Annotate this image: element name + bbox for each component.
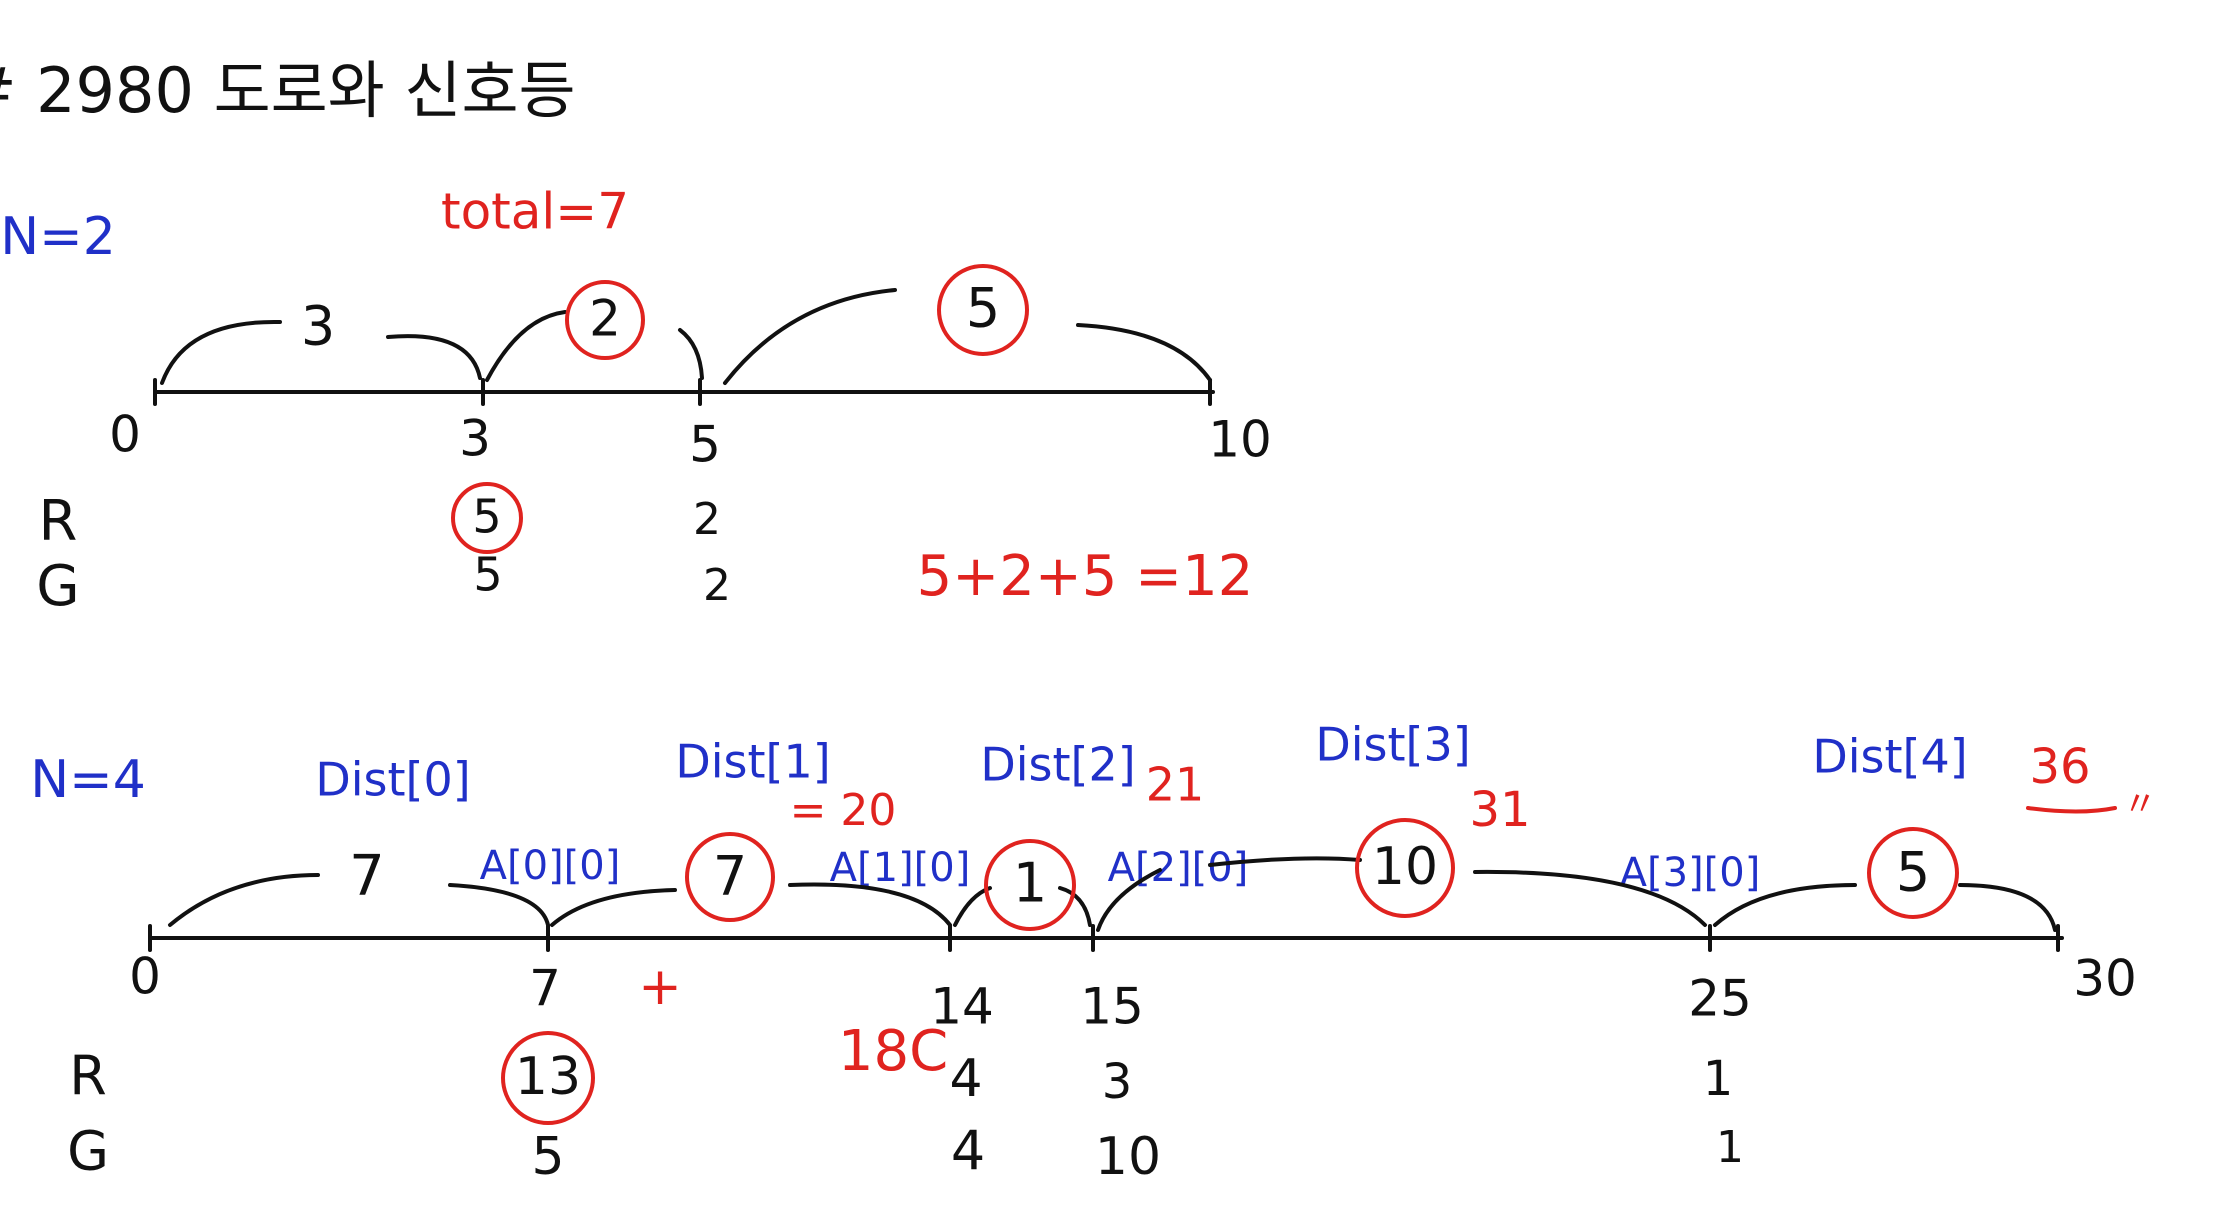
note-31: 31 [1469,782,1530,838]
arc [485,310,567,382]
g-value: 5 [473,548,502,602]
segment-label: 5 [1896,841,1930,904]
arc [1096,868,1162,932]
a-label: A[1][0] [830,845,971,891]
arc [386,334,482,380]
arc [168,873,320,927]
arc [723,288,897,385]
r-value: 3 [1102,1054,1133,1110]
segment-label: 5 [966,277,1000,340]
row-label-g: G [67,1120,109,1183]
arc [1058,886,1092,927]
segment-label: 10 [1372,837,1438,897]
red-circle [937,264,1029,356]
segment-label: 3 [301,295,335,358]
note-20: = 20 [790,785,897,836]
dist-label: Dist[4] [1812,730,1967,784]
r-value: 2 [693,494,721,545]
position-label: 7 [529,960,561,1018]
segment-label: 1 [1013,852,1047,915]
arc [1713,883,1857,927]
position-label: 30 [2073,950,2137,1008]
arc [1958,883,2057,932]
n-label: N=2 [0,207,116,267]
dist-label: Dist[2] [980,738,1135,792]
position-label: 0 [129,948,161,1006]
g-value: 1 [1716,1122,1744,1173]
page-title: # 2980 도로와 신호등 [0,54,576,127]
arc [1473,869,1707,927]
g-value: 2 [703,560,731,611]
arc [448,883,550,927]
dist-label: Dist[1] [675,735,830,789]
a-label: A[2][0] [1108,845,1249,891]
total-label: total=7 [441,183,629,241]
a-label: A[0][0] [480,843,621,889]
arc [788,882,952,927]
g-value: 10 [1095,1127,1161,1187]
g-value: 5 [531,1127,564,1187]
diagram-n4: N=4 Dist[0] Dist[1] Dist[2] Dist[3] Dist… [30,718,2157,1188]
position-label: 25 [1688,970,1752,1028]
dist-label: Dist[0] [315,753,470,807]
arc [1076,323,1212,382]
segment-label: 2 [589,290,621,348]
red-circle [1355,818,1455,918]
row-label-g: G [36,554,79,619]
segment-label: 7 [349,844,385,909]
ditto-mark: 〃 [2123,785,2157,825]
position-label: 3 [459,410,491,468]
note-36: 36 [2029,739,2090,795]
row-label-r: R [69,1045,107,1108]
arc [678,328,704,380]
r-value: 5 [472,490,501,544]
sum-label: 5+2+5 =12 [917,544,1254,609]
r-value: 13 [515,1047,581,1107]
row-label-r: R [39,489,78,554]
a-label: A[3][0] [1620,850,1761,896]
arc [160,319,282,385]
arc [953,886,992,927]
position-label: 10 [1208,411,1272,469]
position-label: 5 [689,416,721,474]
tick-mark-note: + [638,957,682,1017]
n-label: N=4 [30,750,146,810]
position-label: 0 [109,406,141,464]
r-value: 1 [1703,1051,1734,1107]
diagram-n2: N=2 total=7 3 2 5 0 3 5 10 R G 5 2 5 2 [0,183,1272,620]
dist-label: Dist[3] [1315,718,1470,772]
red-circle [685,832,775,922]
red-circle [984,839,1076,931]
position-label: 15 [1080,978,1144,1036]
segment-label: 7 [713,845,747,908]
note-18c: 18C [838,1019,948,1084]
g-value: 4 [951,1120,985,1183]
underline [2026,806,2117,814]
note-21: 21 [1146,758,1205,812]
red-circle [501,1031,595,1125]
arc [550,888,677,927]
red-circle [565,280,645,360]
position-label: 14 [930,978,994,1036]
red-circle [451,482,523,554]
r-value: 4 [949,1049,982,1109]
arc [1208,856,1362,867]
red-circle [1867,827,1959,919]
